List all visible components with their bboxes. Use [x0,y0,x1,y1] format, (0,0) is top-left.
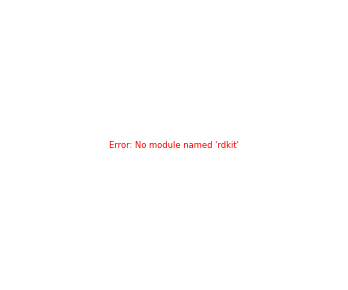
Text: Error: No module named 'rdkit': Error: No module named 'rdkit' [109,140,239,150]
